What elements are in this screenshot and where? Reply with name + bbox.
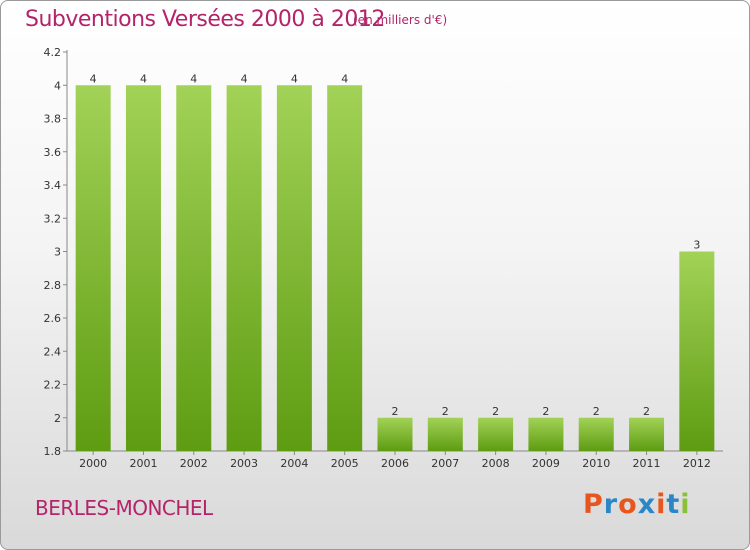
x-tick-label: 2000	[79, 457, 107, 470]
y-tick-label: 2.4	[44, 345, 62, 358]
data-label: 2	[593, 405, 600, 418]
y-tick-label: 3.8	[44, 113, 62, 126]
y-tick-label: 4	[54, 79, 61, 92]
chart-title: Subventions Versées 2000 à 2012	[25, 7, 385, 32]
data-label: 2	[442, 405, 449, 418]
data-label: 4	[291, 72, 298, 85]
x-tick-label: 2005	[331, 457, 359, 470]
y-tick-label: 3.6	[44, 146, 62, 159]
bar	[528, 417, 564, 451]
data-label: 2	[492, 405, 499, 418]
chart-subtitle: (en milliers d'€)	[353, 13, 448, 27]
x-tick-label: 2007	[431, 457, 459, 470]
x-tick-label: 2010	[582, 457, 610, 470]
bar	[327, 85, 363, 451]
y-tick-label: 2.8	[44, 279, 62, 292]
proxiti-logo: Proxiti	[583, 489, 691, 520]
bar	[427, 417, 463, 451]
bar	[226, 85, 262, 451]
data-label: 4	[190, 72, 197, 85]
data-label: 2	[542, 405, 549, 418]
x-tick-label: 2011	[633, 457, 661, 470]
x-tick-label: 2006	[381, 457, 409, 470]
bar	[276, 85, 312, 451]
x-tick-label: 2003	[230, 457, 258, 470]
y-tick-label: 2.6	[44, 312, 62, 325]
data-label: 4	[140, 72, 147, 85]
bar	[125, 85, 161, 451]
x-tick-label: 2008	[482, 457, 510, 470]
data-label: 2	[392, 405, 399, 418]
y-tick-label: 3.4	[44, 179, 62, 192]
data-label: 2	[643, 405, 650, 418]
y-tick-label: 3	[54, 246, 61, 259]
bar	[478, 417, 514, 451]
y-tick-label: 4.2	[44, 46, 62, 59]
x-tick-label: 2002	[180, 457, 208, 470]
commune-name: BERLES-MONCHEL	[35, 496, 213, 520]
data-label: 4	[341, 72, 348, 85]
bar	[679, 251, 715, 451]
x-tick-label: 2012	[683, 457, 711, 470]
data-label: 4	[90, 72, 97, 85]
y-tick-label: 2	[54, 412, 61, 425]
x-tick-label: 2004	[280, 457, 308, 470]
y-tick-label: 3.2	[44, 212, 62, 225]
data-label: 4	[241, 72, 248, 85]
bar	[176, 85, 212, 451]
y-tick-label: 2.2	[44, 379, 62, 392]
y-tick-label: 1.8	[44, 445, 62, 458]
x-tick-label: 2009	[532, 457, 560, 470]
data-label: 3	[693, 239, 700, 252]
bar	[75, 85, 111, 451]
bar	[578, 417, 614, 451]
x-tick-label: 2001	[129, 457, 157, 470]
bar	[377, 417, 413, 451]
bar	[629, 417, 665, 451]
